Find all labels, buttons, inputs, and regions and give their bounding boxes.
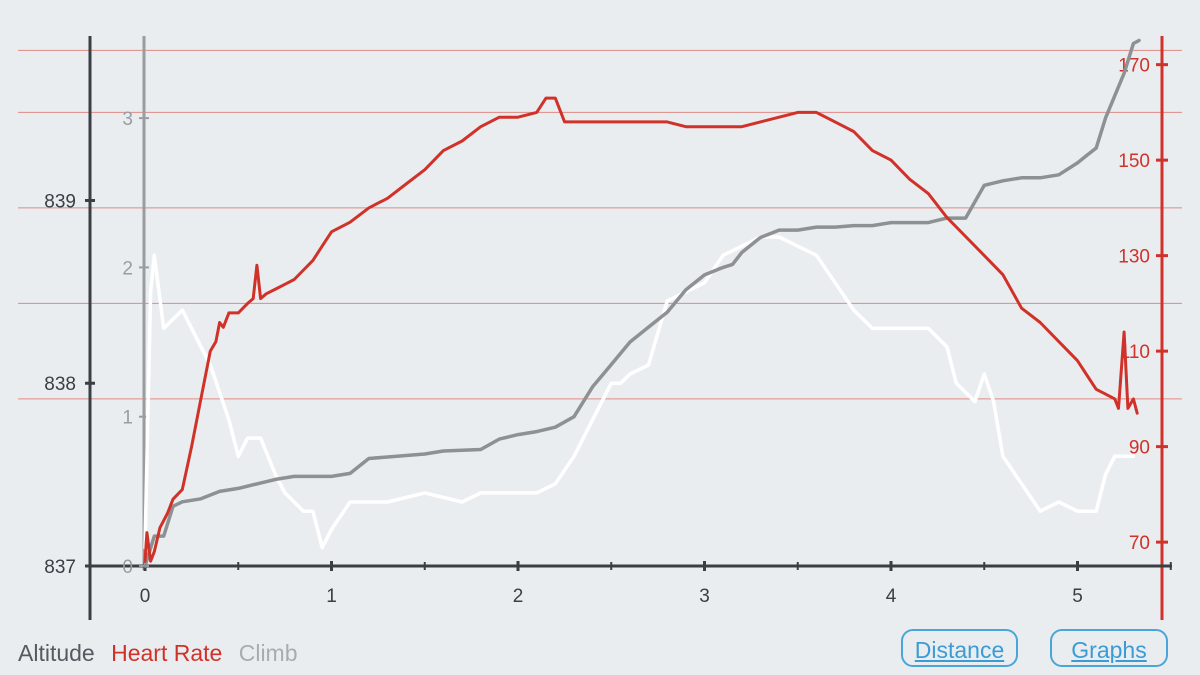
climb-tick-label-0: 0 [122,557,133,578]
x-tick-label-0: 0 [140,586,151,607]
legend-altitude: Altitude [18,640,95,666]
heart-rate-tick-label-3: 130 [1118,247,1150,268]
legend: Altitude Heart Rate Climb [18,638,308,668]
x-tick-label-4: 4 [886,586,897,607]
x-tick-label-3: 3 [699,586,710,607]
climb-tick-label-3: 3 [122,109,133,130]
x-tick-label-1: 1 [326,586,337,607]
x-tick-label-2: 2 [513,586,524,607]
climb-tick-label-1: 1 [122,408,133,429]
series-climb-line [143,38,1141,568]
heart-rate-tick-label-4: 150 [1118,151,1150,172]
series-heart-rate-line [143,96,1139,563]
heart-rate-tick-label-1: 90 [1129,438,1150,459]
altitude-tick-label-2: 839 [44,191,76,212]
x-tick-label-5: 5 [1072,586,1083,607]
altitude-tick-label-1: 838 [44,374,76,395]
climb-tick-label-2: 2 [122,258,133,279]
distance-button[interactable]: Distance [901,629,1018,667]
legend-heart-rate: Heart Rate [111,640,223,666]
heart-rate-tick-label-2: 110 [1120,342,1150,363]
legend-climb: Climb [238,640,298,666]
series-altitude-line [143,235,1136,550]
heart-rate-tick-label-0: 70 [1129,533,1150,554]
altitude-tick-label-0: 837 [44,557,76,578]
graphs-button[interactable]: Graphs [1050,629,1168,667]
